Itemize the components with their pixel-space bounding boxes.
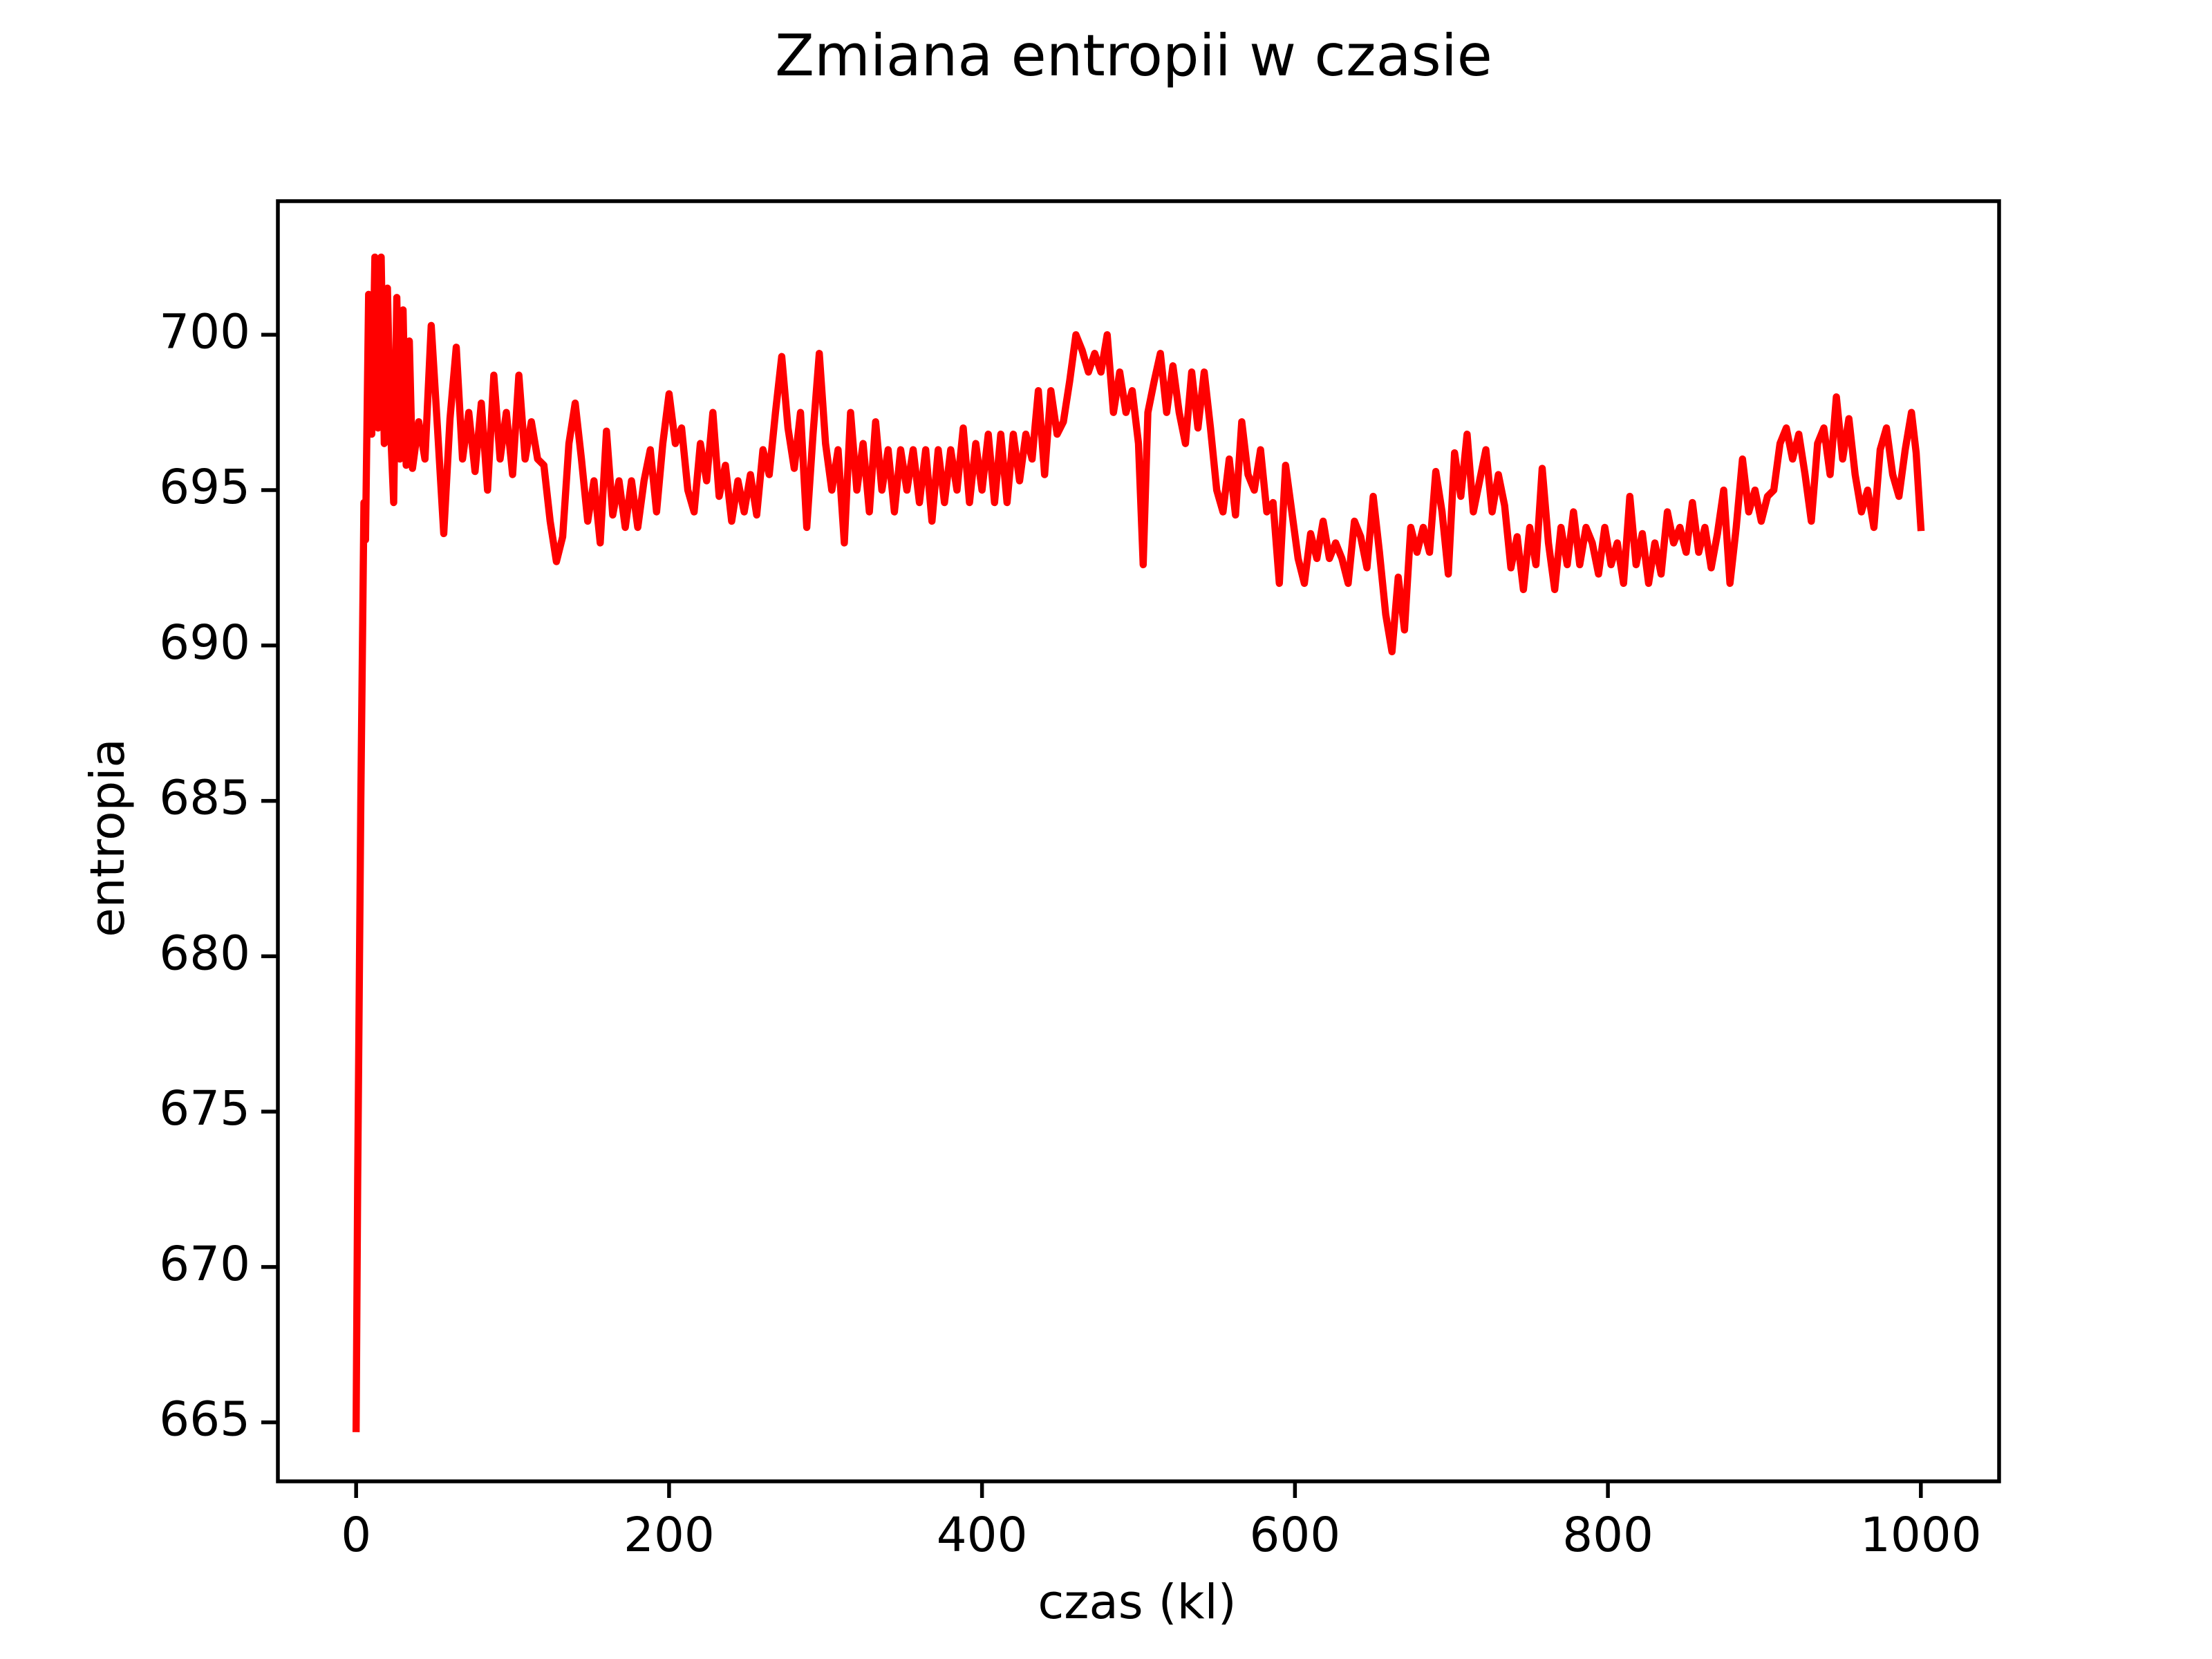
y-tick-label: 695	[159, 460, 250, 515]
plot-frame	[276, 199, 2001, 1483]
x-tick-label: 200	[624, 1508, 715, 1563]
y-tick-label: 690	[159, 615, 250, 671]
y-tick-label: 665	[159, 1392, 250, 1447]
y-tick-label: 675	[159, 1081, 250, 1136]
chart-title: Zmiana entropii w czasie	[775, 22, 1492, 89]
x-tick-label: 400	[937, 1508, 1028, 1563]
x-tick-label: 600	[1250, 1508, 1341, 1563]
y-tick-label: 700	[159, 304, 250, 359]
x-tick-label: 1000	[1860, 1508, 1982, 1563]
y-axis-label: entropia	[80, 738, 135, 937]
x-tick-label: 0	[341, 1508, 371, 1563]
x-axis-label: czas (kl)	[1038, 1575, 1236, 1630]
y-tick-label: 685	[159, 771, 250, 826]
x-tick-label: 800	[1562, 1508, 1653, 1563]
y-tick-label: 670	[159, 1237, 250, 1292]
data-line	[352, 253, 1925, 1432]
y-tick-label: 680	[159, 926, 250, 981]
